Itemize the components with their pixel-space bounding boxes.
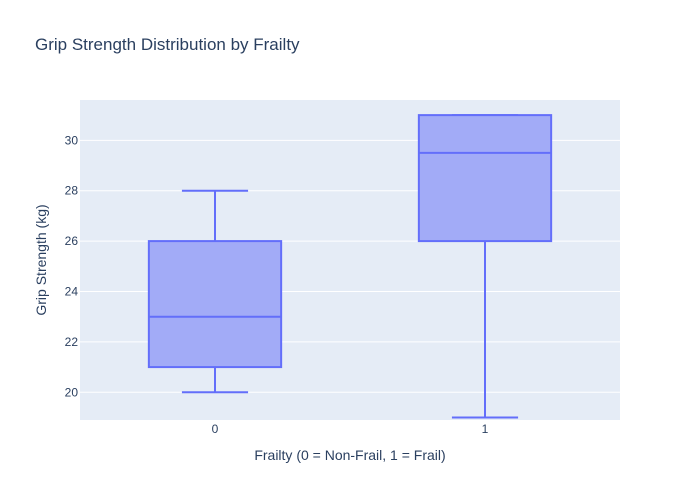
y-tick-label: 28 [65,184,79,198]
x-tick-label: 1 [482,422,489,436]
box-0 [147,189,283,394]
y-axis-title: Grip Strength (kg) [33,204,49,315]
y-tick-label: 22 [65,335,79,349]
boxes [147,114,553,419]
x-axis-title: Frailty (0 = Non-Frail, 1 = Frail) [254,447,445,463]
box-1 [417,114,553,419]
y-tick-label: 30 [65,133,79,147]
x-tick-label: 0 [212,422,219,436]
y-tick-label: 26 [65,234,79,248]
y-tick-label: 24 [65,284,79,298]
iqr-box [417,114,553,243]
iqr-box [147,240,283,369]
y-tick-label: 20 [65,385,79,399]
y-axis-ticks: 20 22 24 26 28 30 [65,133,79,399]
chart-title: Grip Strength Distribution by Frailty [35,35,300,54]
